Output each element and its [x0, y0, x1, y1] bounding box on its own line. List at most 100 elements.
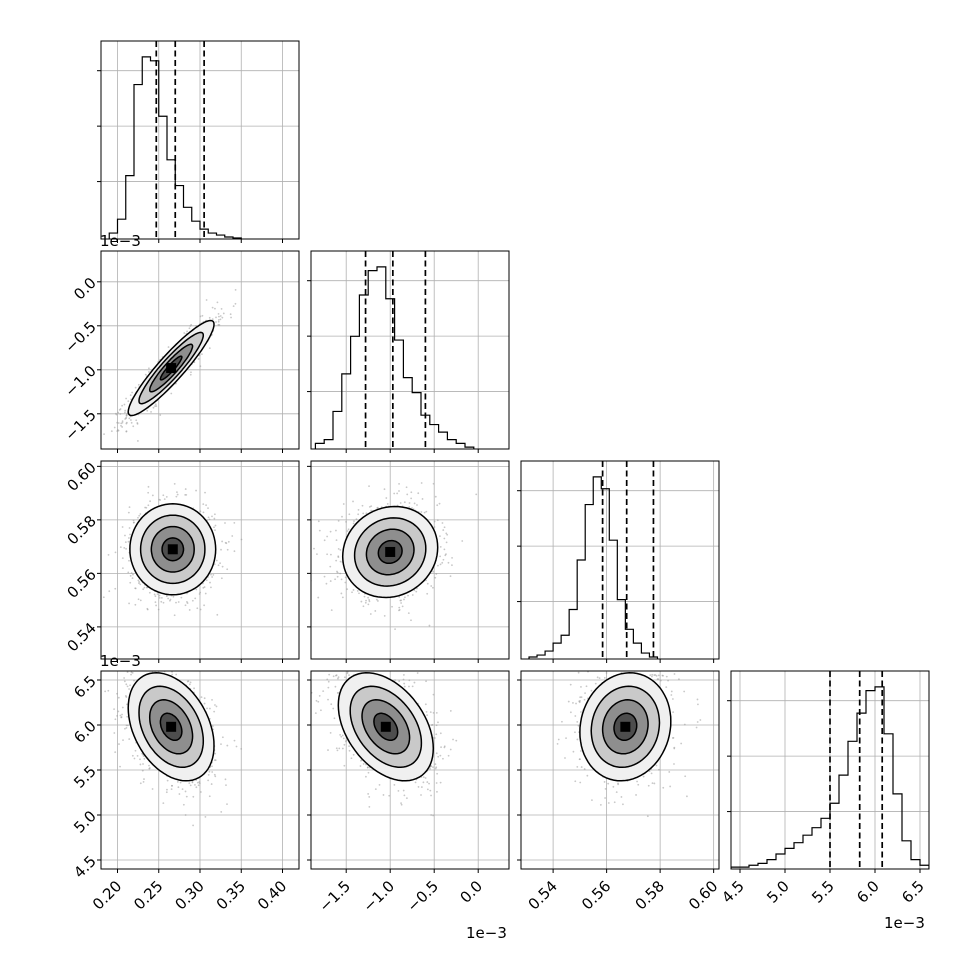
scatter-point: [129, 574, 132, 577]
scatter-point: [139, 599, 142, 602]
scatter-point: [368, 598, 371, 601]
scatter-point: [398, 482, 400, 485]
scatter-point: [196, 781, 199, 784]
scatter-point: [434, 495, 437, 498]
panel-frame: [520, 460, 720, 660]
scatter-point: [432, 711, 435, 714]
scatter-point: [227, 540, 230, 543]
contour-line: [341, 505, 439, 599]
scatter-point: [121, 713, 123, 716]
scatter-point: [129, 581, 132, 584]
scatter-point: [128, 417, 131, 420]
scatter-point: [365, 599, 367, 602]
scatter-point: [439, 563, 442, 566]
scatter-point: [314, 712, 317, 715]
scatter-point: [152, 406, 155, 409]
scatter-point: [348, 674, 350, 677]
scatter-point: [148, 767, 151, 769]
scatter-point: [203, 702, 206, 705]
scatter-point: [400, 602, 403, 604]
scatter-point: [119, 408, 122, 410]
scatter-point: [124, 418, 127, 420]
scatter-point: [407, 594, 409, 597]
scatter-point: [435, 573, 438, 575]
scatter-point: [158, 594, 161, 597]
scatter-point: [211, 306, 214, 309]
scatter-point: [344, 576, 347, 579]
scatter-point: [336, 571, 339, 574]
scatter-point: [184, 814, 187, 816]
scatter-point: [234, 288, 237, 291]
scatter-panel-p2-p4: [307, 652, 510, 873]
scatter-point: [377, 600, 379, 602]
scatter-point: [326, 553, 329, 556]
scatter-point: [128, 738, 131, 740]
scatter-point: [222, 312, 225, 315]
scatter-point: [125, 724, 128, 727]
scatter-point: [211, 515, 213, 518]
scatter-point: [385, 497, 388, 499]
scatter-point: [231, 535, 234, 537]
scatter-point: [121, 557, 124, 560]
scatter-point: [432, 586, 434, 589]
scatter-point: [208, 707, 211, 710]
scatter-point: [411, 685, 414, 688]
scatter-point: [133, 679, 135, 682]
scatter-point: [220, 811, 223, 813]
scatter-point: [126, 715, 129, 718]
scatter-point: [234, 302, 237, 305]
scatter-point: [347, 662, 349, 664]
scatter-point: [407, 612, 410, 614]
scatter-point: [170, 788, 173, 791]
scatter-point: [400, 802, 402, 805]
scatter-point: [214, 529, 216, 531]
scatter-point: [220, 743, 222, 746]
scatter-point: [339, 549, 342, 551]
scatter-point: [339, 560, 342, 563]
scatter-point: [125, 547, 127, 550]
scatter-point: [396, 492, 399, 495]
scatter-point: [364, 601, 367, 604]
scatter-point: [127, 400, 130, 403]
scatter-point: [148, 591, 151, 594]
scatter-point: [170, 392, 173, 395]
scatter-point: [119, 413, 122, 415]
scatter-point: [121, 420, 124, 423]
scatter-point: [433, 526, 436, 528]
scatter-panel-p1-p3: [97, 460, 300, 663]
scatter-point: [404, 596, 406, 599]
scatter-point: [425, 510, 428, 513]
scatter-point: [113, 708, 115, 711]
contour-line: [129, 503, 217, 596]
scatter-point: [126, 685, 129, 688]
scatter-point: [219, 315, 222, 317]
scatter-point: [368, 506, 371, 508]
scatter-point: [132, 521, 135, 524]
scatter-point: [313, 547, 315, 550]
scatter-point: [175, 601, 177, 604]
scatter-point: [353, 520, 355, 523]
scatter-point: [426, 592, 429, 595]
scatter-panel-p1-p2: [97, 250, 300, 453]
scatter-point: [345, 520, 347, 523]
scatter-point: [402, 652, 404, 654]
scatter-point: [192, 824, 194, 827]
scatter-point: [126, 671, 129, 673]
scatter-point: [442, 529, 445, 531]
scatter-point: [197, 358, 200, 360]
scatter-point: [203, 697, 206, 700]
scatter-point: [399, 502, 402, 504]
scatter-point: [201, 353, 203, 356]
scatter-point: [445, 541, 448, 544]
scatter-point: [323, 575, 326, 578]
scatter-point: [154, 403, 157, 406]
scatter-point: [413, 502, 416, 505]
scatter-point: [226, 548, 229, 551]
contour-line: [161, 537, 185, 562]
scatter-point: [232, 305, 235, 307]
scatter-point: [156, 593, 159, 596]
scatter-point: [359, 667, 361, 669]
scatter-point: [191, 780, 194, 783]
scatter-point: [116, 692, 118, 695]
scatter-point: [436, 504, 439, 507]
